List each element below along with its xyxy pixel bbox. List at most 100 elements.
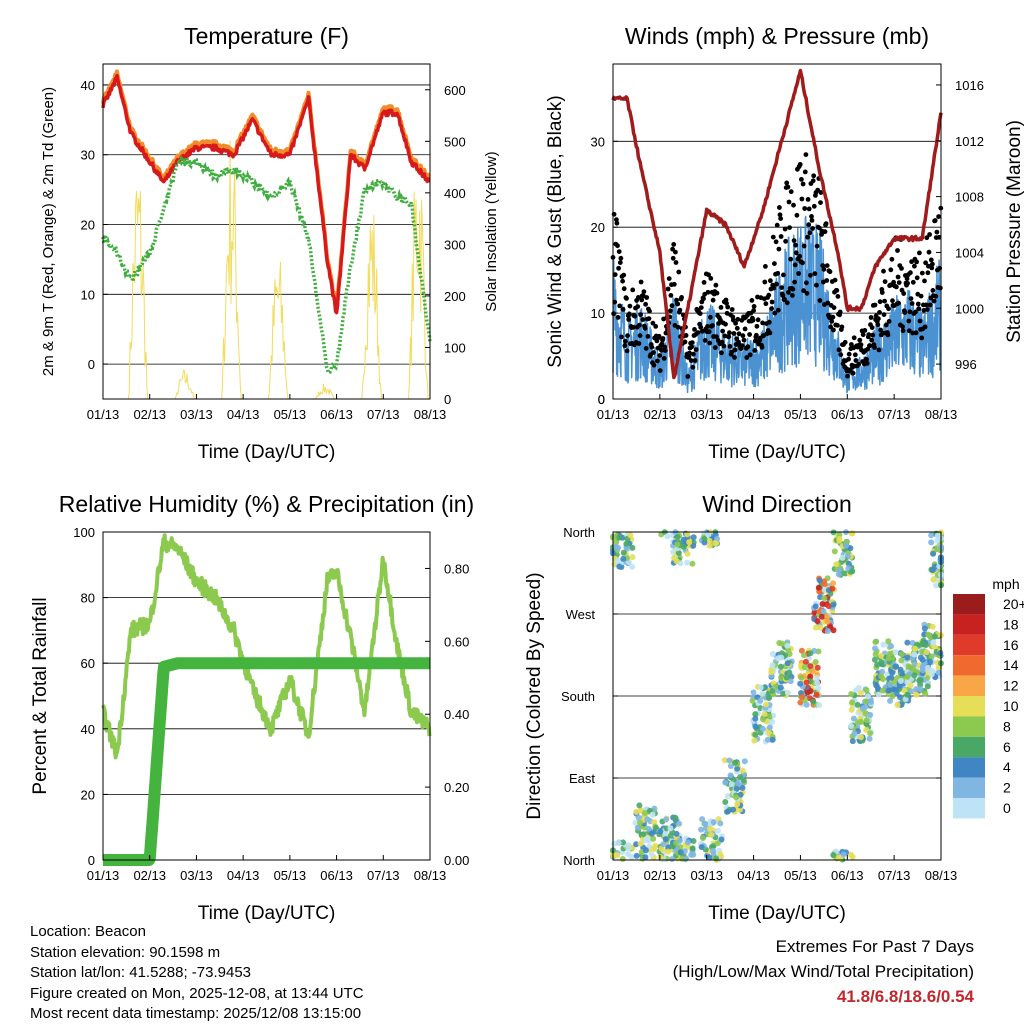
gust-point xyxy=(621,272,627,278)
gust-point xyxy=(754,332,759,338)
temp-2m-line xyxy=(101,73,431,315)
legend-label: 2 xyxy=(1003,780,1011,796)
gust-point xyxy=(932,218,938,223)
gust-point xyxy=(639,297,645,303)
gust-point xyxy=(800,260,805,266)
direction-point xyxy=(863,687,870,694)
gust-point xyxy=(719,339,725,345)
gust-point xyxy=(810,178,816,184)
direction-point xyxy=(671,555,678,561)
wind-y2tick-label: 1016 xyxy=(955,78,984,93)
gust-point xyxy=(783,238,788,244)
direction-point xyxy=(777,684,784,691)
gust-point xyxy=(902,310,908,315)
direction-point xyxy=(699,835,706,841)
direction-point xyxy=(872,651,879,658)
direction-point xyxy=(848,691,855,697)
direction-point xyxy=(680,543,687,550)
gust-point xyxy=(866,332,872,337)
direction-point xyxy=(730,776,737,783)
gust-point xyxy=(934,229,940,235)
direction-point xyxy=(815,685,822,691)
gust-point xyxy=(726,334,732,340)
direction-point xyxy=(730,806,737,813)
direction-point xyxy=(897,678,904,684)
gust-point xyxy=(637,333,643,338)
gust-point xyxy=(780,293,786,298)
temp-y2tick-label: 400 xyxy=(444,186,466,201)
gust-point xyxy=(909,259,914,265)
gust-point xyxy=(739,343,745,348)
gust-point xyxy=(778,216,783,222)
direction-point xyxy=(897,666,904,673)
gust-point xyxy=(620,307,626,312)
direction-point xyxy=(710,847,717,854)
direction-point xyxy=(724,808,731,815)
extremes-box: Extremes For Past 7 Days (High/Low/Max W… xyxy=(673,934,974,1009)
gust-point xyxy=(638,279,644,285)
direction-point xyxy=(689,560,696,567)
gust-point xyxy=(747,332,752,337)
gust-point xyxy=(656,333,662,339)
legend-label: 10 xyxy=(1003,698,1019,714)
direction-point xyxy=(830,580,836,587)
direction-point xyxy=(629,563,636,570)
direction-point xyxy=(935,669,942,676)
gust-point xyxy=(923,302,929,308)
direction-point xyxy=(867,711,874,718)
direction-point xyxy=(898,657,905,664)
direction-point xyxy=(616,534,623,541)
rh-xtick-label: 06/13 xyxy=(320,868,353,883)
gust-point xyxy=(890,298,895,304)
gust-point xyxy=(818,200,823,206)
gust-point xyxy=(804,290,810,296)
direction-point xyxy=(686,539,693,546)
direction-point xyxy=(836,567,843,574)
gust-point xyxy=(924,235,930,241)
temp-ytick-label: 30 xyxy=(81,148,95,163)
temp-xtick-label: 02/13 xyxy=(133,407,166,422)
gust-point xyxy=(721,343,727,349)
gust-point xyxy=(626,317,632,322)
wind-xtick-label: 07/13 xyxy=(878,407,911,422)
direction-point xyxy=(763,701,769,708)
gust-point xyxy=(735,316,741,322)
direction-point xyxy=(807,673,814,680)
gust-point xyxy=(697,311,703,316)
gust-point xyxy=(766,319,772,325)
direction-point xyxy=(613,539,620,546)
gust-point xyxy=(829,318,835,324)
gust-point xyxy=(886,306,891,312)
gust-point xyxy=(661,356,667,361)
direction-point xyxy=(930,639,937,646)
gust-point xyxy=(810,226,815,231)
direction-point xyxy=(657,854,664,861)
gust-point xyxy=(643,346,649,351)
direction-point xyxy=(931,633,938,640)
gust-point xyxy=(714,334,719,340)
direction-point xyxy=(712,540,719,546)
direction-point xyxy=(919,640,926,647)
direction-point xyxy=(634,824,641,831)
direction-point xyxy=(629,554,636,561)
temp-ytick-label: 10 xyxy=(81,287,95,302)
direction-point xyxy=(676,837,683,844)
direction-point xyxy=(636,802,643,809)
gust-point xyxy=(627,303,633,309)
direction-point xyxy=(648,851,655,858)
wind-xtick-label: 04/13 xyxy=(737,407,770,422)
gust-point xyxy=(741,337,747,343)
gust-point xyxy=(731,331,737,336)
direction-point xyxy=(839,554,846,561)
direction-point xyxy=(887,697,893,704)
gust-point xyxy=(908,270,913,276)
gust-point xyxy=(617,260,623,265)
gust-point xyxy=(691,351,696,357)
direction-point xyxy=(769,736,776,743)
gust-point xyxy=(835,294,841,299)
gust-point xyxy=(725,304,731,310)
direction-point xyxy=(904,654,911,661)
direction-point xyxy=(715,827,721,834)
legend-swatch xyxy=(953,736,985,758)
gust-point xyxy=(693,347,699,352)
